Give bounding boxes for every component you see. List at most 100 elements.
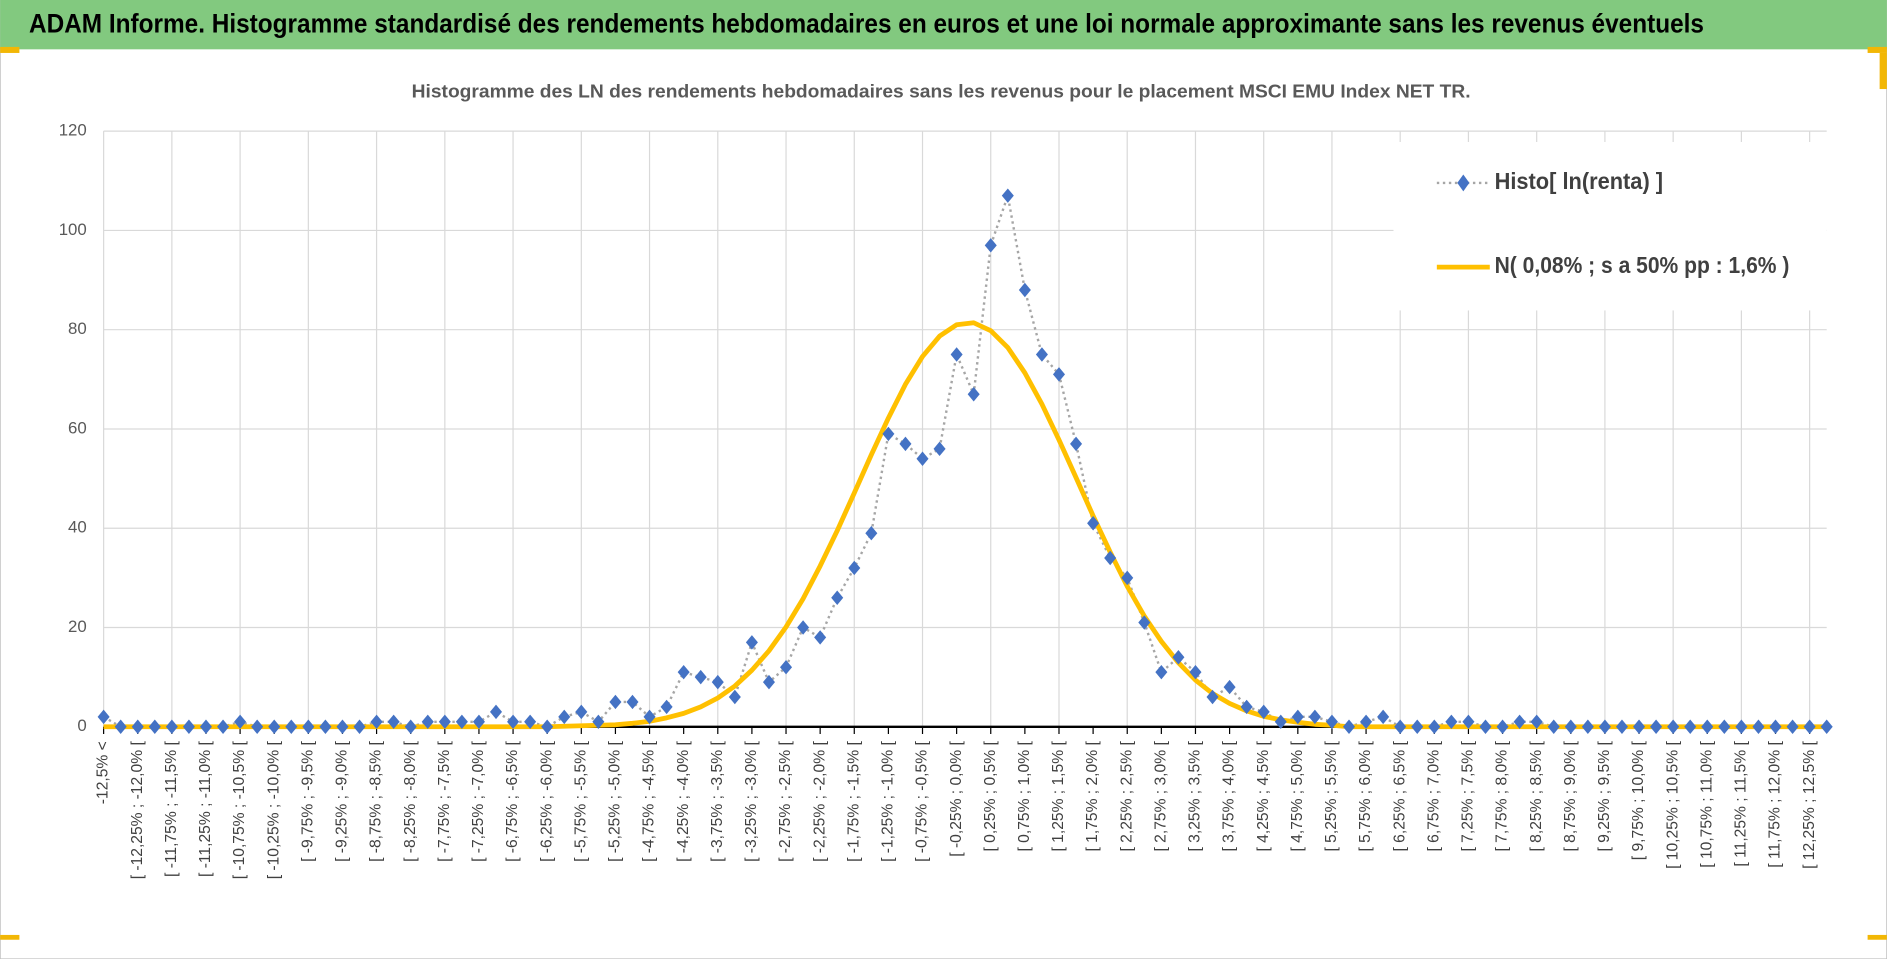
x-tick-label: [ -0,25% ; 0,0% [ <box>948 741 965 857</box>
point <box>762 674 775 690</box>
x-tick-label: [ 7,25% ; 7,5% [ <box>1460 741 1477 852</box>
point <box>114 719 127 734</box>
point <box>507 714 520 730</box>
y-tick-label: 80 <box>68 319 87 338</box>
x-tick-label: [ -11,25% ; -11,0% [ <box>197 741 214 877</box>
point <box>1718 719 1731 734</box>
point <box>421 714 434 730</box>
x-tick-label: [ 2,75% ; 3,0% [ <box>1152 741 1169 852</box>
point <box>1667 719 1680 734</box>
point <box>1377 709 1390 725</box>
point <box>1052 367 1066 382</box>
point <box>285 719 298 734</box>
y-tick-label: 120 <box>59 121 87 140</box>
x-tick-label: [ 10,25% ; 10,5% [ <box>1664 741 1681 869</box>
point <box>489 704 503 720</box>
point <box>1479 719 1492 734</box>
x-tick-label: [ -4,75% ; -4,5% [ <box>641 741 658 862</box>
x-tick-label: [ -9,25% ; -9,0% [ <box>334 741 351 862</box>
x-tick-label: [ 12,25% ; 12,5% [ <box>1801 741 1818 869</box>
x-tick-label: [ 8,25% ; 8,5% [ <box>1528 741 1545 852</box>
point <box>626 694 639 710</box>
legend-label: Histo[ ln(renta) ] <box>1495 168 1663 194</box>
x-tick-label: [ 9,25% ; 9,5% [ <box>1596 741 1613 852</box>
y-tick-label: 20 <box>68 617 87 636</box>
x-tick-label: [ -3,75% ; -3,5% [ <box>709 741 726 862</box>
point <box>609 694 622 710</box>
x-tick-label: [ -9,75% ; -9,5% [ <box>299 741 316 862</box>
x-tick-label: [ 5,25% ; 5,5% [ <box>1323 741 1340 852</box>
point <box>1274 714 1287 730</box>
point <box>131 719 144 734</box>
x-tick-label: [ -5,75% ; -5,5% [ <box>572 741 589 862</box>
point <box>984 238 997 253</box>
x-tick-label: [ 1,25% ; 1,5% [ <box>1050 741 1067 852</box>
point <box>1291 709 1304 725</box>
point <box>1240 699 1253 715</box>
x-tick-label: [ 4,75% ; 5,0% [ <box>1289 741 1306 852</box>
point <box>1462 714 1475 730</box>
point <box>745 635 758 650</box>
point <box>865 525 878 541</box>
point <box>387 714 400 730</box>
x-tick-label: [ 0,25% ; 0,5% [ <box>982 741 999 852</box>
x-tick-label: [ -1,25% ; -1,0% [ <box>880 741 897 862</box>
x-tick-label: [ 2,25% ; 2,5% [ <box>1118 741 1135 852</box>
point <box>1547 719 1560 734</box>
point <box>933 441 946 457</box>
legend-label: N( 0,08% ; s a 50% pp : 1,6% ) <box>1495 252 1790 278</box>
point <box>438 714 451 730</box>
x-tick-label: -12,5% < <box>95 741 112 804</box>
x-tick-label: [ -6,25% ; -6,0% [ <box>538 741 555 862</box>
point <box>694 669 707 685</box>
point <box>1735 719 1748 734</box>
x-tick-label: [ 6,25% ; 6,5% [ <box>1391 741 1408 852</box>
point <box>1257 704 1270 720</box>
point <box>814 630 827 645</box>
point <box>1206 689 1219 705</box>
point <box>1650 719 1663 734</box>
x-tick-label: [ 4,25% ; 4,5% [ <box>1255 741 1272 852</box>
x-tick-label: [ 11,75% ; 12,0% [ <box>1767 741 1784 868</box>
point <box>1172 650 1185 665</box>
x-tick-label: [ -12,25% ; -12,0% [ <box>129 741 146 880</box>
point <box>848 560 861 576</box>
point <box>797 620 810 635</box>
point <box>899 436 912 452</box>
normal-curve <box>103 320 1827 730</box>
x-tick-label: [ -6,75% ; -6,5% [ <box>504 741 521 862</box>
y-tick-label: 40 <box>68 518 87 537</box>
legend-marker <box>1457 174 1470 192</box>
corner <box>0 934 20 940</box>
point <box>1360 714 1373 730</box>
point <box>1752 719 1765 734</box>
x-tick-label: [ -8,25% ; -8,0% [ <box>402 741 419 862</box>
point <box>1701 719 1714 734</box>
point <box>1138 615 1151 630</box>
point <box>950 347 963 362</box>
x-tick-label: [ 6,75% ; 7,0% [ <box>1425 741 1442 852</box>
point <box>1530 714 1543 730</box>
plot: 0 20 40 60 80 100 120 -12,5% < [ -12,25% ; -12,0… <box>59 121 1833 880</box>
corner <box>1867 934 1887 940</box>
point <box>217 719 230 734</box>
point <box>592 714 605 730</box>
point <box>831 590 844 605</box>
x-tick-label: [ -10,75% ; -10,5% [ <box>231 741 248 880</box>
x-tick-label: [ -7,75% ; -7,5% [ <box>436 741 453 862</box>
x-tick-label: [ -2,75% ; -2,5% [ <box>777 741 794 862</box>
point <box>1070 436 1083 452</box>
point <box>1035 347 1048 362</box>
point <box>1308 709 1321 725</box>
legend <box>1393 141 1827 311</box>
point <box>199 719 212 734</box>
point <box>541 719 554 734</box>
x-tick-label: [ -2,25% ; -2,0% [ <box>811 741 828 862</box>
point <box>1018 282 1031 298</box>
x-tick-label: [ -5,25% ; -5,0% [ <box>607 741 624 862</box>
point <box>1325 714 1338 730</box>
point <box>268 719 281 734</box>
point <box>1615 719 1628 734</box>
point <box>643 709 656 725</box>
